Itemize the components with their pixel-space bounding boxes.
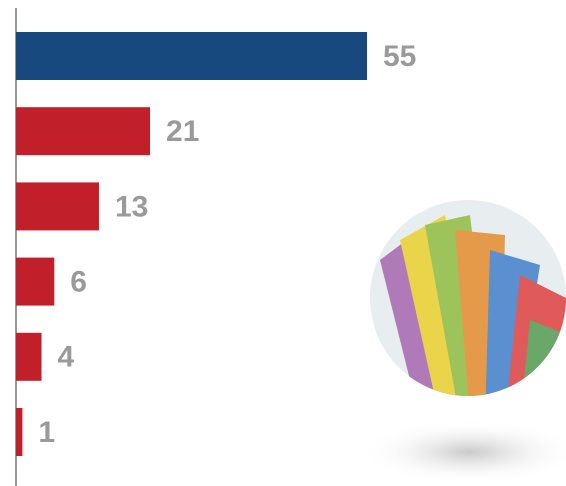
bar	[16, 182, 99, 231]
value-label: 21	[166, 115, 199, 148]
bar	[16, 257, 55, 306]
bar	[16, 107, 151, 156]
bar	[16, 408, 23, 456]
value-label: 55	[383, 40, 416, 73]
value-label: 13	[115, 190, 148, 223]
value-label: 6	[70, 266, 87, 299]
money-illustration	[360, 200, 566, 484]
bar	[16, 32, 367, 80]
value-label: 4	[58, 341, 75, 374]
value-label: 1	[38, 416, 55, 449]
bar	[16, 332, 42, 381]
